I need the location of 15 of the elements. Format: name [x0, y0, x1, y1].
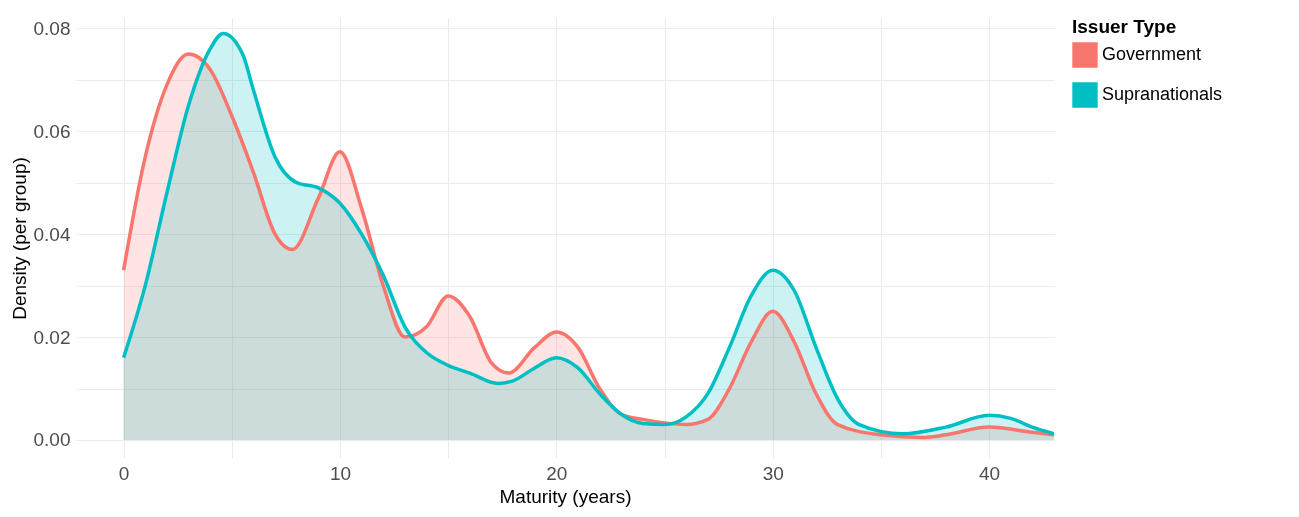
x-tick-label: 30 — [762, 462, 784, 484]
y-tick-label: 0.06 — [33, 120, 71, 142]
x-tick-label: 0 — [118, 462, 130, 484]
y-tick-label: 0.04 — [33, 223, 71, 245]
x-tick-label: 40 — [979, 462, 1001, 484]
text: 0.00 — [33, 429, 71, 451]
y-tick-label: 0.02 — [33, 326, 71, 348]
y-axis-title: Density (per group) — [8, 157, 30, 320]
x-tick-label: 20 — [546, 462, 568, 484]
x-axis-title: Maturity (years) — [499, 485, 632, 507]
x-tick-label: 10 — [329, 462, 352, 484]
legend-label: Supranationals — [1102, 84, 1223, 104]
legend-title: Issuer Type — [1072, 16, 1177, 37]
y-tick-label: 0.08 — [33, 17, 71, 39]
legend-label: Government — [1102, 44, 1202, 64]
